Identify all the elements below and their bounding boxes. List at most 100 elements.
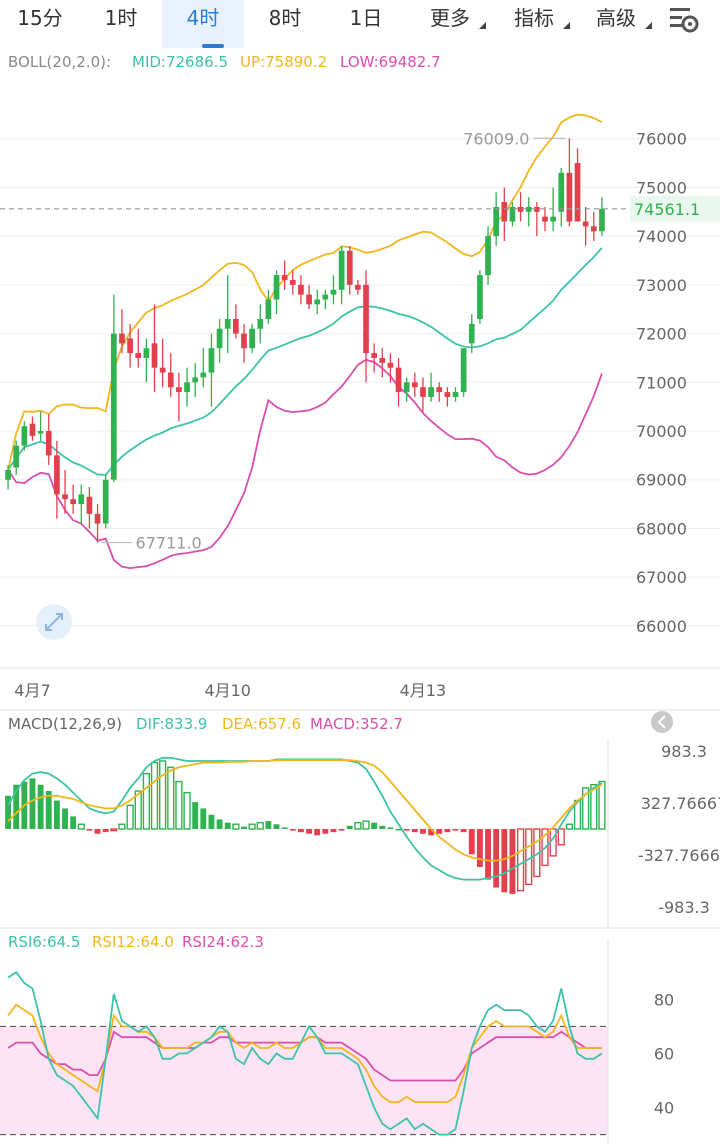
macd-bar <box>395 829 402 831</box>
candle-body <box>509 206 516 222</box>
macd-bar <box>86 829 93 831</box>
candle-body <box>460 348 467 393</box>
candle <box>306 284 312 310</box>
candle <box>566 138 573 227</box>
candle-body <box>184 382 190 393</box>
price-x-axis: 4月7 4月10 4月13 <box>14 681 446 700</box>
candle <box>298 275 304 305</box>
macd-bar <box>411 829 418 833</box>
rsi6-line <box>7 970 603 1136</box>
macd-bar <box>436 829 443 834</box>
boll-legend-title: BOLL(20,2.0): <box>8 53 111 71</box>
tab-1day[interactable]: 1日 <box>326 0 406 48</box>
price-y-tick-label: 71000 <box>636 373 687 392</box>
candle <box>208 333 215 407</box>
candle <box>151 304 158 393</box>
candle <box>29 416 36 441</box>
candle-body <box>525 206 532 212</box>
tab-8hour[interactable]: 8时 <box>244 0 326 48</box>
rsi-lines <box>7 970 603 1136</box>
tab-more[interactable]: 更多 <box>414 0 486 48</box>
candle-body <box>5 470 11 480</box>
candle <box>45 413 52 466</box>
candle <box>119 309 125 354</box>
macd-bar <box>167 766 175 830</box>
candle <box>509 202 516 227</box>
candle <box>599 197 605 237</box>
macd-bar <box>362 820 370 830</box>
candle <box>346 245 353 295</box>
chevron-left-icon[interactable] <box>651 711 673 733</box>
candle-body <box>550 216 556 222</box>
candle-body <box>420 387 426 397</box>
boll-mid-line <box>7 247 603 476</box>
candle <box>265 289 272 324</box>
low-price-label: 67711.0 <box>136 534 202 553</box>
price-indicator-chart[interactable]: 76000 75000 74000 73000 72000 71000 70000 69000… <box>0 48 720 1144</box>
candle <box>110 294 117 483</box>
tab-4hour[interactable]: 4时 <box>162 0 244 48</box>
candle <box>127 323 133 368</box>
tab-indicators[interactable]: 指标 <box>498 0 570 48</box>
macd-bar <box>452 829 459 831</box>
candle-body <box>281 275 288 280</box>
tab-advanced[interactable]: 高级 <box>580 0 652 48</box>
candle <box>314 289 321 315</box>
candle <box>379 348 386 378</box>
price-y-tick-label: 73000 <box>636 276 687 295</box>
macd-legend-dea: DEA:657.6 <box>222 715 301 733</box>
macd-y-tick-label: -983.3 <box>658 898 710 917</box>
price-y-tick-label: 75000 <box>636 178 687 197</box>
tab-1hour[interactable]: 1时 <box>80 0 162 48</box>
price-y-tick-label: 76000 <box>636 130 687 149</box>
macd-dea-line <box>7 759 603 862</box>
candle <box>159 338 166 388</box>
macd-legend-macd: MACD:352.7 <box>310 715 403 733</box>
candle-body <box>411 382 418 388</box>
candle-body <box>257 318 264 329</box>
boll-legend-mid: MID:72686.5 <box>132 53 228 71</box>
candle <box>395 357 402 407</box>
candle-body <box>387 362 394 368</box>
macd-bar <box>208 814 215 829</box>
candle-body <box>403 382 410 393</box>
macd-bar <box>118 823 126 830</box>
candle <box>387 353 394 383</box>
high-price-label: 76009.0 <box>463 129 529 148</box>
tab-label: 1日 <box>349 6 383 30</box>
macd-bar <box>94 829 101 834</box>
macd-bar <box>314 829 321 836</box>
candle-body <box>29 423 36 436</box>
candle <box>322 289 329 310</box>
candle-body <box>265 299 272 319</box>
macd-bar <box>330 829 337 833</box>
dropdown-triangle-icon <box>479 22 486 29</box>
macd-bar <box>5 795 11 829</box>
candle <box>428 372 434 402</box>
price-y-tick-label: 69000 <box>636 471 687 490</box>
tab-label: 高级 <box>596 6 636 30</box>
rsi-pane: 80 60 40 RSI6:64.5 RSI12:64.0 RSI24:62.3 <box>0 927 720 1144</box>
candle <box>534 202 540 237</box>
tab-15min[interactable]: 15分 <box>0 0 80 48</box>
tab-label: 更多 <box>430 6 470 30</box>
gear-settings-icon[interactable] <box>664 4 704 36</box>
macd-bar <box>338 829 345 831</box>
candle <box>135 328 142 368</box>
candle-body <box>102 479 109 524</box>
rsi-y-tick-label: 40 <box>654 1099 674 1118</box>
price-pane: 76000 75000 74000 73000 72000 71000 70000 69000… <box>0 53 720 700</box>
candle-body <box>306 294 312 305</box>
candle <box>582 206 589 246</box>
candle-body <box>371 353 377 358</box>
expand-arrows-icon[interactable] <box>36 604 72 640</box>
candle-body <box>338 250 345 290</box>
candle <box>444 387 451 407</box>
candle <box>542 206 548 232</box>
rsi-legend-24: RSI24:62.3 <box>182 933 264 951</box>
macd-bar <box>468 829 475 855</box>
price-y-tick-label: 74000 <box>636 227 687 246</box>
macd-bar <box>598 780 606 830</box>
candle-body <box>395 367 402 393</box>
candle <box>143 338 150 383</box>
